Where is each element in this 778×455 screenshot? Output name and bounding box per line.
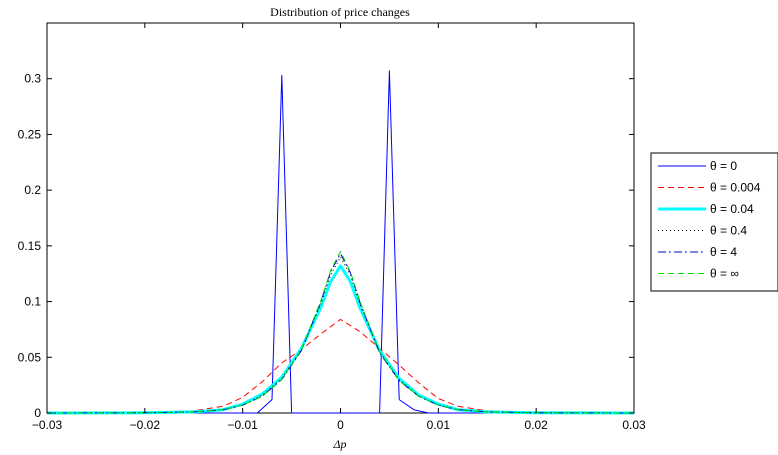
series-line-1 (46, 318, 635, 414)
y-tick-label: 0.15 (18, 239, 42, 253)
legend-box (650, 152, 778, 292)
series-line-5 (46, 250, 635, 414)
legend-label-2: θ = 0.04 (710, 202, 754, 216)
series-layer (46, 70, 635, 415)
x-tick-label: 0 (337, 418, 344, 432)
x-tick-label: 0.02 (524, 418, 548, 432)
y-tick-label: 0 (34, 406, 41, 420)
x-tick-label: −0.01 (227, 418, 258, 432)
legend: θ = 0 θ = 0.004 θ = 0.04 θ = 0.4 θ = 4 θ = ∞ (650, 152, 778, 292)
y-tick-label: 0.3 (24, 72, 41, 86)
chart-title: Distribution of price changes (270, 5, 410, 19)
legend-label-4: θ = 4 (710, 245, 737, 259)
legend-label-5: θ = ∞ (710, 267, 739, 281)
legend-label-3: θ = 0.4 (710, 224, 747, 238)
ticks-layer: −0.03 −0.02 −0.01 0 0.01 0.02 0.03 0 0.05 0.1 0.15… (18, 23, 646, 432)
legend-label-0: θ = 0 (710, 159, 737, 173)
y-tick-label: 0.25 (18, 127, 42, 141)
x-tick-label: 0.03 (622, 418, 646, 432)
plot-area (46, 22, 635, 414)
x-axis-label: Δp (332, 437, 346, 451)
x-tick-label: −0.03 (32, 418, 63, 432)
x-tick-label: −0.02 (130, 418, 161, 432)
y-tick-label: 0.1 (24, 295, 41, 309)
y-tick-label: 0.05 (18, 350, 42, 364)
y-tick-label: 0.2 (24, 183, 41, 197)
legend-label-1: θ = 0.004 (710, 181, 761, 195)
series-line-0 (47, 70, 634, 414)
x-tick-label: 0.01 (427, 418, 451, 432)
